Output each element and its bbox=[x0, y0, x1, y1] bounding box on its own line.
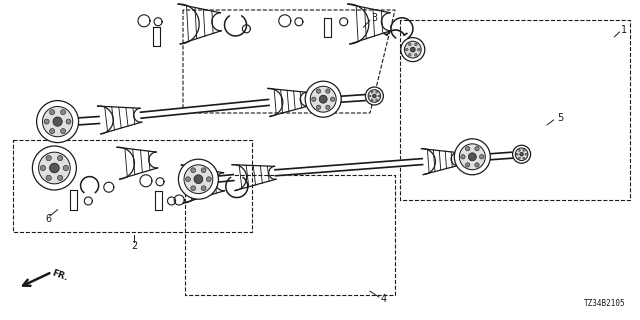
Circle shape bbox=[523, 149, 525, 151]
Circle shape bbox=[191, 168, 196, 172]
Circle shape bbox=[401, 38, 425, 61]
Circle shape bbox=[319, 95, 327, 103]
Polygon shape bbox=[341, 95, 365, 102]
Circle shape bbox=[63, 165, 68, 171]
Circle shape bbox=[326, 89, 330, 93]
Circle shape bbox=[201, 168, 206, 172]
Circle shape bbox=[378, 95, 380, 97]
Polygon shape bbox=[76, 116, 99, 125]
Circle shape bbox=[50, 129, 54, 133]
Circle shape bbox=[58, 156, 63, 161]
Text: 5: 5 bbox=[557, 113, 563, 124]
Circle shape bbox=[184, 165, 213, 194]
Polygon shape bbox=[156, 190, 162, 210]
Circle shape bbox=[518, 157, 520, 159]
Polygon shape bbox=[154, 27, 160, 46]
Circle shape bbox=[369, 95, 371, 97]
Polygon shape bbox=[70, 190, 77, 210]
Circle shape bbox=[61, 129, 65, 133]
Circle shape bbox=[316, 105, 321, 109]
Text: 6: 6 bbox=[45, 214, 51, 224]
Circle shape bbox=[305, 81, 341, 117]
Circle shape bbox=[44, 119, 49, 124]
Circle shape bbox=[371, 99, 373, 101]
Circle shape bbox=[310, 86, 336, 112]
Circle shape bbox=[408, 53, 411, 56]
Polygon shape bbox=[490, 152, 512, 160]
Circle shape bbox=[53, 117, 62, 126]
Circle shape bbox=[49, 163, 60, 173]
Circle shape bbox=[179, 159, 218, 199]
Circle shape bbox=[515, 148, 528, 161]
Circle shape bbox=[408, 43, 411, 46]
Circle shape bbox=[516, 153, 518, 155]
Polygon shape bbox=[216, 175, 234, 182]
Circle shape bbox=[520, 152, 524, 156]
Circle shape bbox=[46, 156, 51, 161]
Circle shape bbox=[46, 175, 51, 180]
Circle shape bbox=[186, 177, 191, 182]
Text: FR.: FR. bbox=[50, 268, 68, 282]
Circle shape bbox=[475, 147, 479, 151]
Text: 2: 2 bbox=[131, 241, 138, 252]
Circle shape bbox=[372, 94, 376, 98]
Circle shape bbox=[40, 165, 45, 171]
Circle shape bbox=[454, 139, 490, 175]
Circle shape bbox=[38, 152, 70, 184]
Circle shape bbox=[368, 90, 381, 102]
Circle shape bbox=[316, 89, 321, 93]
Circle shape bbox=[523, 157, 525, 159]
Circle shape bbox=[201, 186, 206, 191]
Circle shape bbox=[417, 48, 420, 51]
Circle shape bbox=[406, 48, 408, 51]
Circle shape bbox=[66, 119, 71, 124]
Circle shape bbox=[61, 110, 65, 115]
Circle shape bbox=[415, 43, 417, 46]
Circle shape bbox=[50, 110, 54, 115]
Circle shape bbox=[475, 163, 479, 167]
Circle shape bbox=[312, 97, 316, 101]
Text: TZ34B2105: TZ34B2105 bbox=[584, 299, 625, 308]
Circle shape bbox=[326, 105, 330, 109]
Circle shape bbox=[410, 47, 415, 52]
Text: 3: 3 bbox=[371, 12, 378, 23]
Circle shape bbox=[518, 149, 520, 151]
Circle shape bbox=[465, 163, 470, 167]
Polygon shape bbox=[275, 159, 422, 176]
Circle shape bbox=[191, 186, 196, 191]
Circle shape bbox=[36, 100, 79, 143]
Circle shape bbox=[415, 53, 417, 56]
Circle shape bbox=[376, 99, 378, 101]
Circle shape bbox=[330, 97, 335, 101]
Circle shape bbox=[468, 153, 476, 161]
Circle shape bbox=[525, 153, 527, 155]
Circle shape bbox=[479, 155, 484, 159]
Circle shape bbox=[42, 107, 73, 137]
Circle shape bbox=[207, 177, 211, 182]
Text: 4: 4 bbox=[381, 294, 387, 304]
Circle shape bbox=[465, 147, 470, 151]
Polygon shape bbox=[324, 18, 331, 37]
Circle shape bbox=[194, 175, 203, 184]
Circle shape bbox=[460, 144, 485, 170]
Circle shape bbox=[33, 146, 76, 190]
Polygon shape bbox=[141, 100, 269, 118]
Circle shape bbox=[513, 145, 531, 163]
Text: 1: 1 bbox=[621, 25, 627, 36]
Circle shape bbox=[371, 91, 373, 93]
Circle shape bbox=[376, 91, 378, 93]
Circle shape bbox=[365, 87, 383, 105]
Circle shape bbox=[461, 155, 465, 159]
Circle shape bbox=[58, 175, 63, 180]
Circle shape bbox=[404, 41, 421, 58]
